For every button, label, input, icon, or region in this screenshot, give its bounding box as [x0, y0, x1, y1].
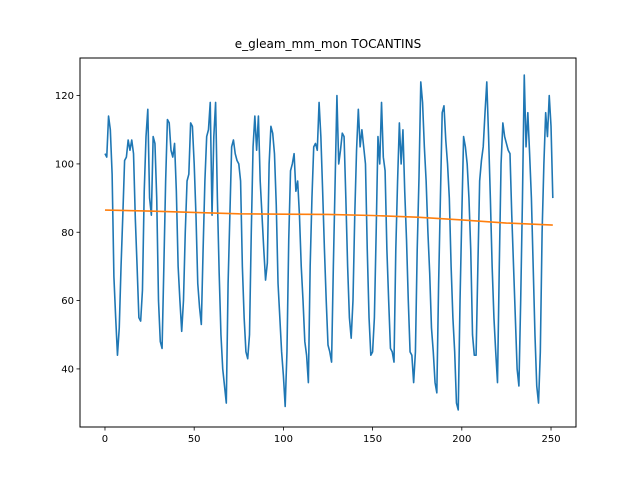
chart-title: e_gleam_mm_mon TOCANTINS [235, 37, 421, 51]
axes-layer: 0 50 100 150 200 250 40 60 80 100 120 [55, 91, 561, 445]
x-tick-label: 200 [452, 434, 471, 445]
x-tick-label: 0 [102, 434, 108, 445]
x-tick-label: 100 [274, 434, 293, 445]
plot-frame [79, 57, 577, 428]
x-tick-label: 250 [541, 434, 560, 445]
x-tick-label: 50 [188, 434, 201, 445]
y-tick-label: 40 [61, 364, 74, 375]
y-tick-label: 120 [55, 91, 74, 102]
series-line-trend [104, 209, 553, 226]
x-tick-label: 150 [363, 434, 382, 445]
series-layer [104, 74, 554, 411]
series-line-monthly [104, 74, 554, 411]
y-tick-label: 80 [61, 228, 74, 239]
y-tick-label: 100 [55, 159, 74, 170]
y-tick-label: 60 [61, 296, 74, 307]
